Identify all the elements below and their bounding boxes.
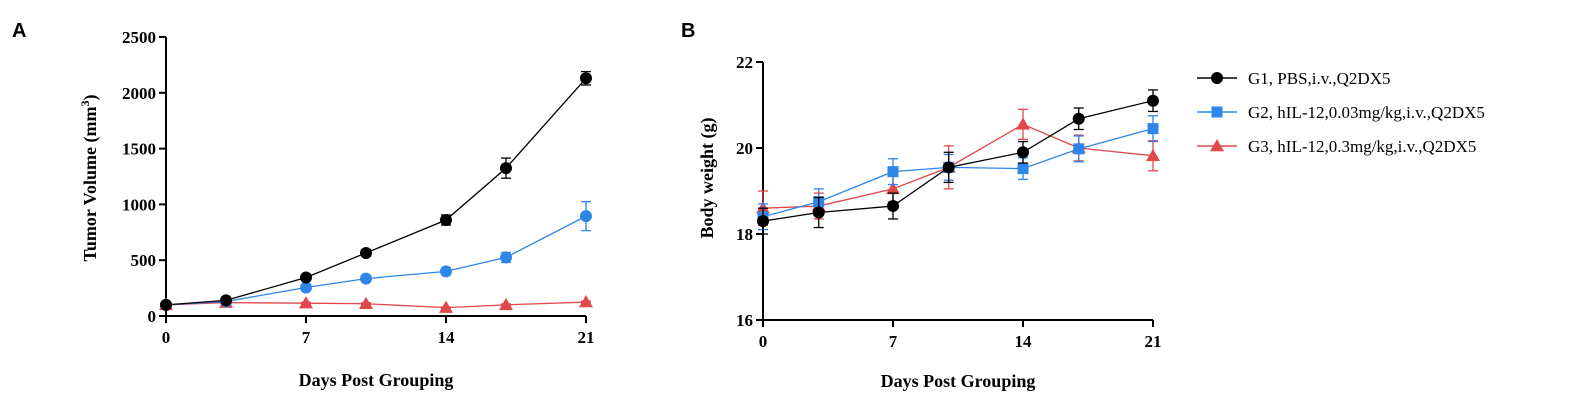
panel-b-data-point bbox=[1147, 123, 1159, 135]
panel-label-b: B bbox=[681, 20, 695, 42]
legend-entry-2: G2, hIL-12,0.03mg/kg,i.v.,Q2DX5 bbox=[1197, 103, 1485, 122]
panel-b-axes: 16 18 20 22 0 7 14 21 bbox=[736, 53, 1162, 351]
panel-b-data-point bbox=[942, 161, 955, 174]
panel-a-data-point bbox=[220, 294, 232, 307]
panel-a-x-tick-label: 21 bbox=[578, 328, 595, 347]
panel-b-data-point bbox=[757, 215, 769, 228]
legend-marker bbox=[1211, 106, 1223, 118]
panel-b-y-tick-label: 18 bbox=[736, 225, 753, 244]
panel-b-data-point bbox=[1073, 143, 1085, 155]
panel-b-data-point bbox=[886, 181, 900, 195]
panel-a-y-tick-label: 1000 bbox=[122, 195, 156, 214]
panel-b-data-point bbox=[887, 200, 899, 213]
panel-a-x-axis-title: Days Post Grouping bbox=[299, 370, 454, 390]
panel-b-series-line bbox=[762, 123, 1154, 209]
panel-a-data-point bbox=[160, 298, 172, 311]
panel-a-x-tick-label: 0 bbox=[162, 328, 171, 347]
panel-b-data-point bbox=[887, 166, 899, 178]
panel-b-x-tick-label: 0 bbox=[759, 332, 768, 351]
panel-b-y-axis-title: Body weight (g) bbox=[697, 117, 718, 238]
panel-a-data-point bbox=[300, 271, 312, 284]
panel-a-y-tick-label: 2000 bbox=[122, 84, 156, 103]
panel-b-x-tick-label: 14 bbox=[1015, 332, 1033, 351]
panel-a-x-tick-label: 7 bbox=[302, 328, 311, 347]
panel-a: A 0 500 1000 1500 2000 2500 0 7 14 21 Days Post G… bbox=[12, 20, 595, 390]
panel-a-data-point bbox=[360, 246, 372, 259]
panel-a-series-line bbox=[165, 77, 587, 306]
panel-b-series-1 bbox=[757, 89, 1159, 235]
panel-a-y-title-main: Tumor Volume (mm bbox=[80, 106, 101, 261]
legend-marker bbox=[1210, 139, 1224, 152]
panel-a-y-tick-label: 1500 bbox=[122, 140, 156, 159]
panel-a-series-2 bbox=[160, 200, 592, 311]
legend-entry-1: G1, PBS,i.v.,Q2DX5 bbox=[1197, 69, 1390, 88]
panel-a-data-point bbox=[359, 296, 373, 309]
panel-b: B 16 18 20 22 0 7 14 21 Days Post Grouping Body… bbox=[681, 20, 1485, 391]
panel-a-data-point bbox=[579, 295, 593, 308]
legend: G1, PBS,i.v.,Q2DX5 G2, hIL-12,0.03mg/kg,i… bbox=[1197, 69, 1485, 156]
panel-b-series bbox=[756, 89, 1160, 235]
panel-b-x-tick-label: 21 bbox=[1145, 332, 1162, 351]
panel-a-y-title-superscript: 3 bbox=[78, 100, 92, 106]
panel-a-data-point bbox=[440, 265, 452, 278]
panel-b-data-point bbox=[1017, 163, 1029, 175]
panel-b-data-point bbox=[812, 206, 825, 219]
panel-b-y-tick-label: 20 bbox=[736, 139, 753, 158]
panel-a-data-point bbox=[299, 296, 313, 309]
legend-label: G3, hIL-12,0.3mg/kg,i.v.,Q2DX5 bbox=[1248, 137, 1476, 156]
panel-b-data-point bbox=[1017, 146, 1029, 159]
panel-a-series-line bbox=[165, 215, 587, 306]
legend-label: G1, PBS,i.v.,Q2DX5 bbox=[1248, 69, 1390, 88]
panel-a-data-point bbox=[500, 162, 512, 175]
legend-entry-3: G3, hIL-12,0.3mg/kg,i.v.,Q2DX5 bbox=[1197, 137, 1476, 156]
panel-b-data-point bbox=[1146, 148, 1160, 161]
panel-a-data-point bbox=[439, 300, 453, 313]
panel-a-data-point bbox=[300, 281, 312, 294]
panel-b-y-tick-label: 16 bbox=[736, 311, 753, 330]
panel-b-y-tick-label: 22 bbox=[736, 53, 753, 72]
panel-b-data-point bbox=[1016, 117, 1030, 130]
panel-a-data-point bbox=[440, 214, 452, 227]
panel-a-series-1 bbox=[160, 70, 592, 311]
panel-b-x-axis-title: Days Post Grouping bbox=[881, 371, 1036, 391]
panel-a-y-tick-label: 500 bbox=[131, 251, 157, 270]
panel-a-x-tick-label: 14 bbox=[438, 328, 456, 347]
panel-a-y-axis-title: Tumor Volume (mm3) bbox=[78, 94, 101, 261]
panel-a-y-tick-label: 0 bbox=[148, 307, 157, 326]
panel-a-axes: 0 500 1000 1500 2000 2500 0 7 14 21 bbox=[122, 28, 595, 347]
panel-b-data-point bbox=[1072, 112, 1085, 125]
panel-a-data-point bbox=[500, 251, 512, 264]
panel-a-data-point bbox=[580, 210, 592, 223]
panel-b-x-tick-label: 7 bbox=[889, 332, 898, 351]
legend-label: G2, hIL-12,0.03mg/kg,i.v.,Q2DX5 bbox=[1248, 103, 1485, 122]
panel-b-data-point bbox=[1147, 94, 1159, 107]
panel-a-data-point bbox=[360, 272, 372, 285]
legend-marker bbox=[1211, 72, 1223, 84]
panel-label-a: A bbox=[12, 20, 26, 42]
panel-a-series bbox=[159, 70, 593, 313]
panel-a-y-title-close: ) bbox=[80, 94, 101, 100]
panel-a-y-tick-label: 2500 bbox=[122, 28, 156, 47]
panel-a-data-point bbox=[580, 72, 592, 85]
panel-a-data-point bbox=[499, 297, 513, 311]
